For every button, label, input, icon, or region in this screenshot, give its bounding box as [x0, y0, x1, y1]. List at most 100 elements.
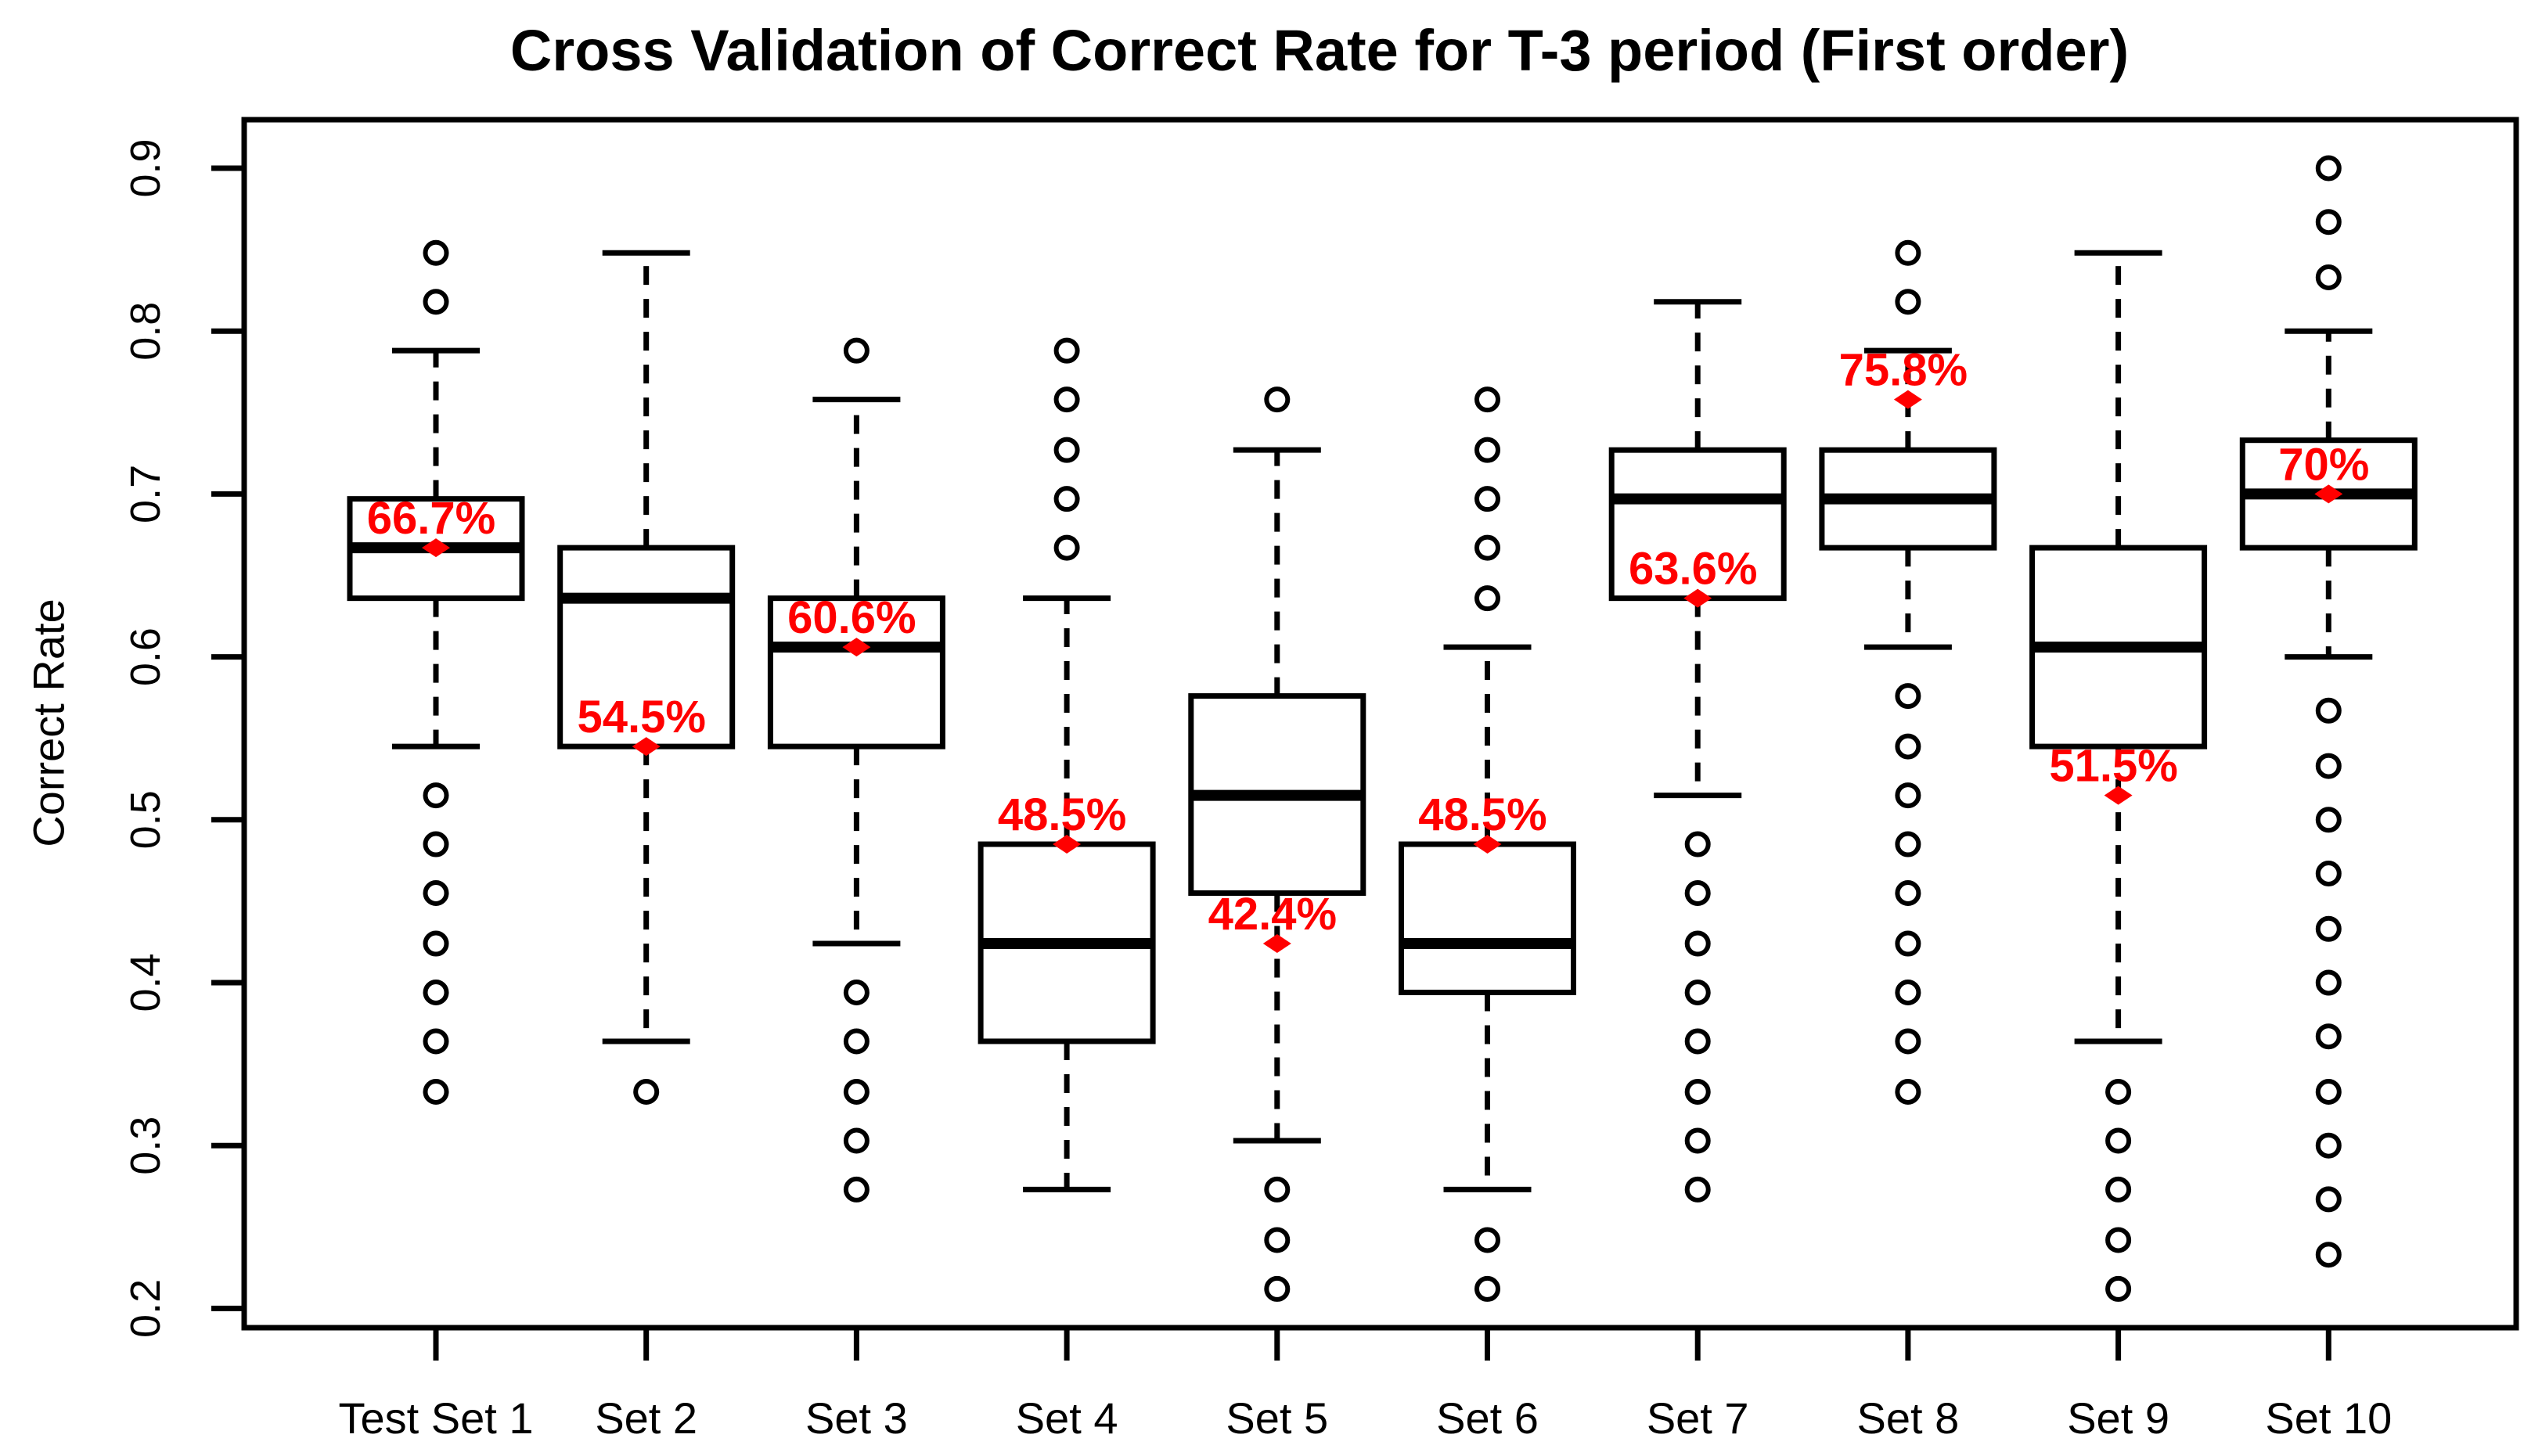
box-iqr: [767, 595, 945, 750]
outlier-point: [1684, 879, 1711, 906]
outlier-point: [1895, 879, 1921, 906]
x-tick-label: Set 7: [1647, 1393, 1749, 1443]
outlier-point: [1684, 831, 1711, 857]
x-tick-label: Set 8: [1857, 1393, 1960, 1443]
outlier-point: [1474, 486, 1500, 512]
outlier-point: [2315, 264, 2342, 290]
outlier-point: [2315, 1132, 2342, 1159]
outlier-point: [1895, 930, 1921, 957]
outlier-point: [1895, 1078, 1921, 1105]
outlier-point: [423, 1028, 449, 1055]
outlier-point: [1895, 239, 1921, 266]
x-tick-label: Set 5: [1226, 1393, 1328, 1443]
outlier-point: [423, 831, 449, 857]
y-tick-label: 0.4: [122, 953, 169, 1012]
y-tick-label: 0.8: [122, 302, 169, 361]
outlier-point: [2315, 915, 2342, 942]
outlier-point: [423, 782, 449, 809]
outlier-point: [1053, 337, 1080, 364]
outlier-point: [2315, 1242, 2342, 1268]
x-tick-label: Set 10: [2265, 1393, 2392, 1443]
test-rate-label: 75.8%: [1839, 345, 1968, 396]
outlier-point: [423, 879, 449, 906]
outlier-point: [1474, 1227, 1500, 1253]
outlier-point: [1895, 1028, 1921, 1055]
y-tick-label: 0.5: [122, 790, 169, 849]
outlier-point: [1474, 437, 1500, 463]
outlier-point: [1684, 1078, 1711, 1105]
outlier-point: [1053, 437, 1080, 463]
test-rate-label: 48.5%: [998, 789, 1126, 840]
test-rate-label: 66.7%: [367, 493, 495, 544]
outlier-point: [1053, 386, 1080, 413]
test-rate-marker: [1053, 835, 1082, 854]
outlier-point: [1895, 782, 1921, 809]
outlier-point: [1264, 386, 1291, 413]
test-rate-label: 60.6%: [787, 592, 916, 643]
test-rate-marker: [2314, 484, 2343, 504]
test-rate-marker: [1893, 390, 1922, 409]
outlier-point: [2315, 1023, 2342, 1050]
outlier-point: [843, 1176, 870, 1203]
outlier-point: [2315, 807, 2342, 833]
outlier-point: [1264, 1227, 1291, 1253]
outlier-point: [1895, 733, 1921, 760]
y-tick-label: 0.9: [122, 138, 169, 197]
test-rate-marker: [1473, 835, 1502, 854]
outlier-point: [423, 239, 449, 266]
outlier-point: [1474, 534, 1500, 561]
outlier-point: [843, 1078, 870, 1105]
test-rate-label: 48.5%: [1418, 789, 1546, 840]
box-iqr: [1399, 841, 1576, 995]
test-rate-label: 54.5%: [577, 692, 705, 742]
outlier-point: [1053, 534, 1080, 561]
outlier-point: [843, 1028, 870, 1055]
chart-title: Cross Validation of Correct Rate for T-3…: [509, 18, 2130, 83]
outlier-point: [423, 979, 449, 1005]
outlier-point: [1474, 386, 1500, 413]
outlier-point: [843, 337, 870, 364]
outlier-point: [2105, 1275, 2132, 1302]
test-rate-marker: [1262, 934, 1291, 954]
y-tick-label: 0.3: [122, 1116, 169, 1175]
test-rate-label: 63.6%: [1629, 544, 1757, 595]
y-tick-label: 0.7: [122, 465, 169, 523]
outlier-point: [1895, 683, 1921, 710]
outlier-point: [2105, 1078, 2132, 1105]
y-tick-label: 0.2: [122, 1279, 169, 1338]
test-rate-marker: [632, 737, 661, 757]
outlier-point: [1684, 930, 1711, 957]
outlier-point: [2315, 861, 2342, 887]
outlier-point: [1474, 585, 1500, 612]
outlier-point: [1895, 289, 1921, 315]
outlier-point: [2315, 969, 2342, 996]
outlier-point: [2315, 1186, 2342, 1213]
test-rate-marker: [2104, 786, 2133, 805]
x-tick-label: Set 2: [595, 1393, 697, 1443]
x-tick-label: Set 3: [805, 1393, 908, 1443]
test-rate-marker: [842, 638, 871, 657]
outlier-point: [2315, 155, 2342, 182]
outlier-point: [2105, 1227, 2132, 1253]
outlier-point: [1264, 1275, 1291, 1302]
outlier-point: [1684, 1028, 1711, 1055]
box-iqr: [557, 545, 736, 750]
box-iqr: [1608, 447, 1787, 602]
test-rate-label: 51.5%: [2049, 741, 2177, 792]
outlier-point: [423, 930, 449, 957]
outlier-point: [1264, 1176, 1291, 1203]
outlier-point: [2105, 1127, 2132, 1154]
outlier-point: [2315, 753, 2342, 779]
test-rate-marker: [1683, 588, 1712, 608]
outlier-point: [1684, 979, 1711, 1005]
x-tick-label: Set 9: [2067, 1393, 2169, 1443]
y-tick-label: 0.6: [122, 627, 169, 686]
test-rate-label: 70%: [2278, 439, 2369, 490]
outlier-point: [843, 1127, 870, 1154]
test-rate-label: 42.4%: [1208, 889, 1337, 940]
outlier-point: [1895, 831, 1921, 857]
outlier-point: [2315, 1078, 2342, 1105]
x-tick-label: Set 4: [1016, 1393, 1118, 1443]
